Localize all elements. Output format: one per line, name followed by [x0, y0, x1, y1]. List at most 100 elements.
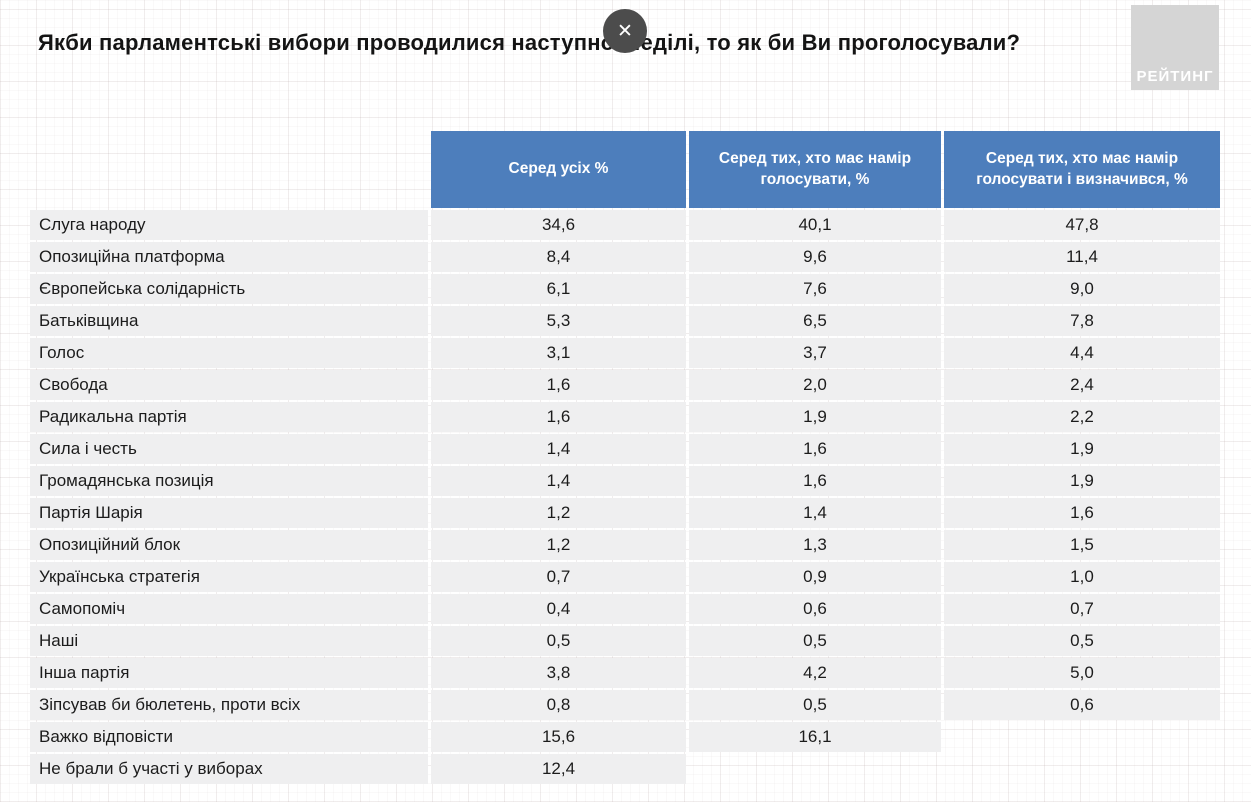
- value-cell: 1,9: [944, 466, 1220, 496]
- value-cell: 1,0: [944, 562, 1220, 592]
- value-cell: 0,4: [431, 594, 686, 624]
- value-cell: 2,0: [689, 370, 941, 400]
- table-row: Партія Шарія 1,2 1,4 1,6: [30, 498, 1220, 528]
- empty-cell: [944, 754, 1220, 784]
- header-corner-spacer: [30, 131, 428, 208]
- value-cell: 1,9: [944, 434, 1220, 464]
- value-cell: 2,2: [944, 402, 1220, 432]
- value-cell: 11,4: [944, 242, 1220, 272]
- value-cell: 9,6: [689, 242, 941, 272]
- table-row: Зіпсував би бюлетень, проти всіх 0,8 0,5 0,…: [30, 690, 1220, 720]
- value-cell: 0,5: [689, 626, 941, 656]
- value-cell: 47,8: [944, 210, 1220, 240]
- table-row: Наші 0,5 0,5 0,5: [30, 626, 1220, 656]
- party-label: Свобода: [30, 370, 428, 400]
- party-label: Самопоміч: [30, 594, 428, 624]
- table-row: Свобода 1,6 2,0 2,4: [30, 370, 1220, 400]
- value-cell: 34,6: [431, 210, 686, 240]
- empty-cell: [689, 754, 941, 784]
- value-cell: 5,0: [944, 658, 1220, 688]
- value-cell: 0,7: [944, 594, 1220, 624]
- value-cell: 15,6: [431, 722, 686, 752]
- party-label: Інша партія: [30, 658, 428, 688]
- table-row: Слуга народу 34,6 40,1 47,8: [30, 210, 1220, 240]
- table-header-row: Серед усіх % Серед тих, хто має намір го…: [30, 131, 1220, 208]
- value-cell: 1,6: [689, 434, 941, 464]
- table-row: Важко відповісти 15,6 16,1: [30, 722, 1220, 752]
- party-label: Не брали б участі у виборах: [30, 754, 428, 784]
- value-cell: 5,3: [431, 306, 686, 336]
- value-cell: 4,4: [944, 338, 1220, 368]
- value-cell: 1,4: [689, 498, 941, 528]
- value-cell: 0,5: [431, 626, 686, 656]
- table-row: Радикальна партія 1,6 1,9 2,2: [30, 402, 1220, 432]
- party-label: Радикальна партія: [30, 402, 428, 432]
- value-cell: 7,6: [689, 274, 941, 304]
- value-cell: 16,1: [689, 722, 941, 752]
- value-cell: 1,6: [944, 498, 1220, 528]
- value-cell: 6,1: [431, 274, 686, 304]
- party-label: Слуга народу: [30, 210, 428, 240]
- value-cell: 1,6: [431, 402, 686, 432]
- rating-logo-text: РЕЙТИНГ: [1136, 68, 1214, 85]
- table-row: Не брали б участі у виборах 12,4: [30, 754, 1220, 784]
- rating-logo: РЕЙТИНГ: [1131, 5, 1219, 90]
- party-label: Важко відповісти: [30, 722, 428, 752]
- value-cell: 0,7: [431, 562, 686, 592]
- value-cell: 4,2: [689, 658, 941, 688]
- column-header-intend-to-vote: Серед тих, хто має намір голосувати, %: [689, 131, 941, 208]
- value-cell: 0,5: [689, 690, 941, 720]
- empty-cell: [944, 722, 1220, 752]
- party-label: Громадянська позиція: [30, 466, 428, 496]
- table-row: Інша партія 3,8 4,2 5,0: [30, 658, 1220, 688]
- party-label: Опозиційна платформа: [30, 242, 428, 272]
- party-label: Голос: [30, 338, 428, 368]
- value-cell: 1,2: [431, 498, 686, 528]
- party-label: Українська стратегія: [30, 562, 428, 592]
- table-row: Опозиційна платформа 8,4 9,6 11,4: [30, 242, 1220, 272]
- party-label: Наші: [30, 626, 428, 656]
- value-cell: 6,5: [689, 306, 941, 336]
- party-label: Європейська солідарність: [30, 274, 428, 304]
- value-cell: 12,4: [431, 754, 686, 784]
- value-cell: 1,4: [431, 434, 686, 464]
- value-cell: 2,4: [944, 370, 1220, 400]
- column-header-all: Серед усіх %: [431, 131, 686, 208]
- close-button[interactable]: ✕: [603, 9, 647, 53]
- party-label: Опозиційний блок: [30, 530, 428, 560]
- value-cell: 1,6: [431, 370, 686, 400]
- party-label: Зіпсував би бюлетень, проти всіх: [30, 690, 428, 720]
- value-cell: 0,9: [689, 562, 941, 592]
- table-row: Батьківщина 5,3 6,5 7,8: [30, 306, 1220, 336]
- table-row: Європейська солідарність 6,1 7,6 9,0: [30, 274, 1220, 304]
- party-label: Батьківщина: [30, 306, 428, 336]
- value-cell: 0,6: [689, 594, 941, 624]
- value-cell: 3,7: [689, 338, 941, 368]
- value-cell: 1,2: [431, 530, 686, 560]
- value-cell: 7,8: [944, 306, 1220, 336]
- party-label: Сила і честь: [30, 434, 428, 464]
- value-cell: 3,8: [431, 658, 686, 688]
- table-row: Українська стратегія 0,7 0,9 1,0: [30, 562, 1220, 592]
- table-row: Опозиційний блок 1,2 1,3 1,5: [30, 530, 1220, 560]
- value-cell: 0,6: [944, 690, 1220, 720]
- value-cell: 1,6: [689, 466, 941, 496]
- value-cell: 1,9: [689, 402, 941, 432]
- column-header-intend-and-decided: Серед тих, хто має намір голосувати і ви…: [944, 131, 1220, 208]
- table-row: Громадянська позиція 1,4 1,6 1,9: [30, 466, 1220, 496]
- table-row: Сила і честь 1,4 1,6 1,9: [30, 434, 1220, 464]
- value-cell: 40,1: [689, 210, 941, 240]
- poll-results-table: Серед усіх % Серед тих, хто має намір го…: [30, 131, 1220, 786]
- value-cell: 0,8: [431, 690, 686, 720]
- value-cell: 1,5: [944, 530, 1220, 560]
- value-cell: 9,0: [944, 274, 1220, 304]
- table-row: Голос 3,1 3,7 4,4: [30, 338, 1220, 368]
- value-cell: 8,4: [431, 242, 686, 272]
- poll-table-body: Слуга народу 34,6 40,1 47,8 Опозиційна платф…: [30, 210, 1220, 784]
- value-cell: 1,4: [431, 466, 686, 496]
- close-icon: ✕: [617, 20, 633, 42]
- table-row: Самопоміч 0,4 0,6 0,7: [30, 594, 1220, 624]
- party-label: Партія Шарія: [30, 498, 428, 528]
- value-cell: 1,3: [689, 530, 941, 560]
- value-cell: 0,5: [944, 626, 1220, 656]
